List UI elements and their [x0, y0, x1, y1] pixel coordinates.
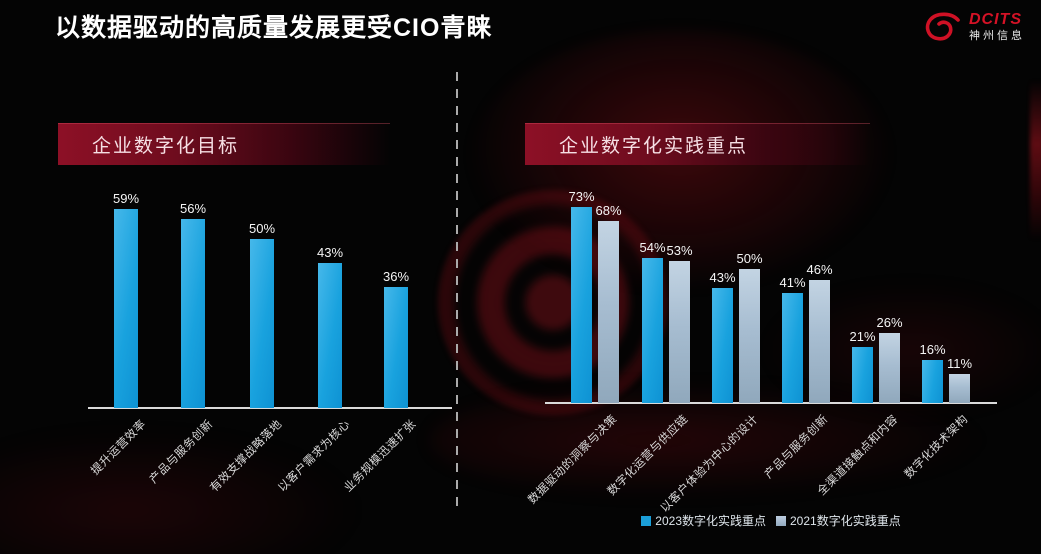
bar-value-label: 46%: [806, 262, 833, 277]
bar: [250, 239, 274, 408]
bar-2021: [598, 221, 619, 403]
left-chart-header: 企业数字化目标: [58, 123, 390, 165]
bar-value-label: 54%: [639, 240, 666, 255]
bar: [384, 287, 408, 408]
bar-2023: [922, 360, 943, 403]
legend-swatch-2023: [641, 515, 652, 526]
legend-label-2023: 2023数字化实践重点: [655, 514, 766, 528]
bar-2023: [571, 207, 592, 403]
logo-swirl-icon: [925, 12, 960, 41]
bar-value-label: 56%: [179, 201, 207, 216]
bar: [114, 209, 138, 408]
company-logo: DCITS 神州信息: [922, 11, 1025, 43]
bar: [181, 219, 205, 408]
bar-value-label: 21%: [849, 329, 876, 344]
bar-2021: [669, 261, 690, 403]
bar-value-label: 50%: [736, 251, 763, 266]
chart-legend: 2023数字化实践重点 2021数字化实践重点: [545, 512, 997, 529]
bar-2021: [809, 280, 830, 403]
bar-2023: [782, 293, 803, 403]
bar-value-label: 50%: [248, 221, 276, 236]
right-chart-header: 企业数字化实践重点: [525, 123, 870, 165]
logo-text: DCITS 神州信息: [969, 10, 1025, 42]
panel-divider: [456, 72, 458, 512]
logo-brand: DCITS: [969, 10, 1022, 28]
logo-company: 神州信息: [969, 29, 1025, 42]
bar-2021: [739, 269, 760, 403]
legend-item-2023: 2023数字化实践重点: [641, 512, 766, 529]
bar-value-label: 43%: [709, 270, 736, 285]
right-chart-axis: [545, 402, 997, 404]
bar-value-label: 59%: [112, 191, 140, 206]
legend-item-2021: 2021数字化实践重点: [776, 512, 901, 529]
bar-2023: [642, 258, 663, 403]
bar-value-label: 53%: [666, 243, 693, 258]
bar-2021: [879, 333, 900, 403]
bar-value-label: 26%: [876, 315, 903, 330]
slide-title: 以数据驱动的高质量发展更受CIO青睐: [55, 14, 493, 42]
bar-value-label: 36%: [382, 269, 410, 284]
bar-2023: [852, 347, 873, 403]
bar-value-label: 68%: [595, 203, 622, 218]
bar-value-label: 41%: [779, 275, 806, 290]
bar-value-label: 43%: [316, 245, 344, 260]
bar-2023: [712, 288, 733, 403]
bar-value-label: 16%: [919, 342, 946, 357]
bar-2021: [949, 374, 970, 403]
bar-value-label: 11%: [946, 356, 973, 371]
bar: [318, 263, 342, 408]
right-chart-header-label: 企业数字化实践重点: [559, 135, 749, 157]
legend-label-2021: 2021数字化实践重点: [790, 514, 901, 528]
left-chart-header-label: 企业数字化目标: [92, 135, 240, 157]
bar-value-label: 73%: [568, 189, 595, 204]
left-chart-axis: [88, 407, 452, 409]
legend-swatch-2021: [776, 515, 786, 526]
